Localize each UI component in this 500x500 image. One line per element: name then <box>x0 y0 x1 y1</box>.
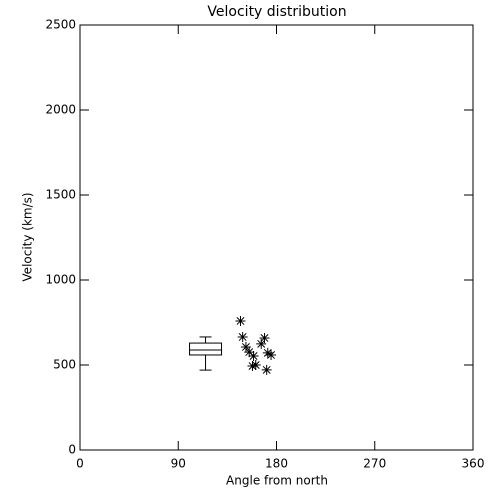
scatter-point <box>237 331 248 342</box>
scatter-point <box>259 332 270 343</box>
x-tick-label: 90 <box>171 457 186 471</box>
x-tick-label: 270 <box>363 457 386 471</box>
y-tick-label: 1500 <box>45 188 76 202</box>
y-tick-label: 0 <box>68 443 76 457</box>
y-tick-label: 1000 <box>45 273 76 287</box>
x-axis-label: Angle from north <box>226 474 328 488</box>
x-tick-label: 0 <box>76 457 84 471</box>
scatter-point <box>248 350 259 361</box>
scatter-point <box>256 338 267 349</box>
y-tick-label: 2500 <box>45 18 76 32</box>
chart-title: Velocity distribution <box>207 4 346 20</box>
scatter-point <box>244 347 255 358</box>
scatter-point <box>261 364 272 375</box>
scatter-point <box>247 361 258 372</box>
box <box>189 342 223 356</box>
scatter-point <box>250 360 261 370</box>
scatter-point <box>235 315 246 326</box>
y-axis-label: Velocity (km/s) <box>21 192 35 281</box>
plot-frame <box>79 24 474 451</box>
y-tick-label: 500 <box>53 358 76 372</box>
scatter-point <box>262 347 273 358</box>
scatter-point <box>240 341 251 352</box>
x-tick-label: 180 <box>265 457 288 471</box>
x-tick-label: 360 <box>462 457 485 471</box>
scatter-point <box>266 349 277 360</box>
y-tick-label: 2000 <box>45 103 76 117</box>
